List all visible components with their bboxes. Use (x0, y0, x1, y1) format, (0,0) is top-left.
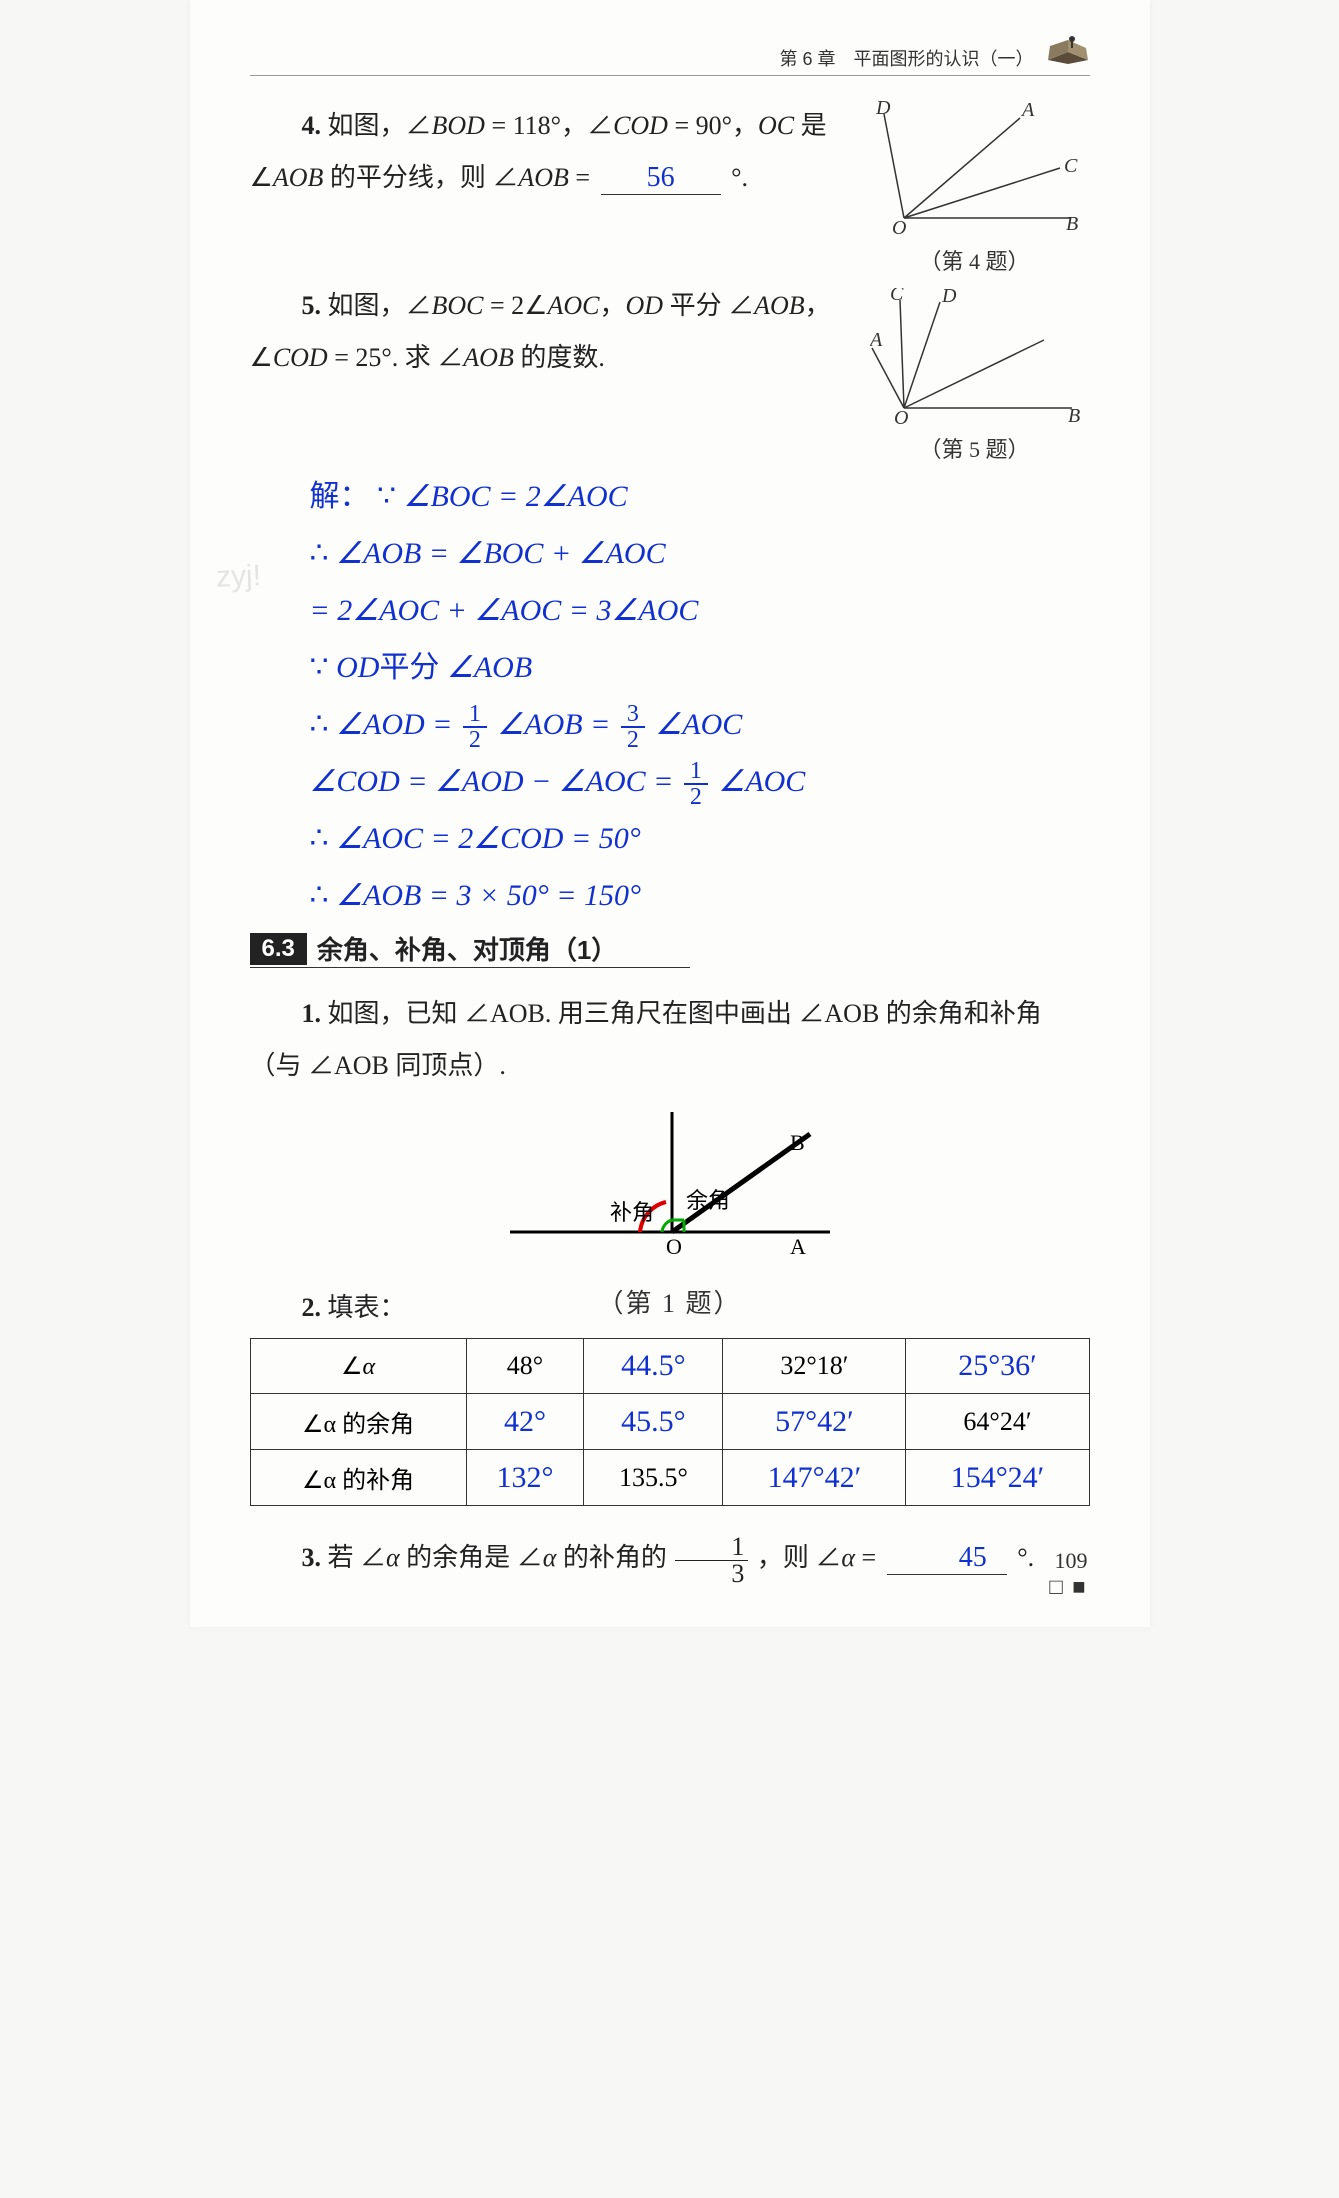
page-header: 第 6 章 平面图形的认识（一） (250, 30, 1090, 76)
svg-text:B: B (1066, 213, 1078, 235)
svg-text:补角: 补角 (610, 1200, 654, 1225)
q1-number: 1. (302, 999, 322, 1028)
table-row-supplement: ∠α 的补角 132° 135.5° 147°42′ 154°24′ (250, 1450, 1089, 1506)
svg-text:O: O (666, 1234, 682, 1259)
section-title: 余角、补角、对顶角（1） (317, 930, 617, 967)
table-row-complement: ∠α 的余角 42° 45.5° 57°42′ 64°24′ (250, 1394, 1089, 1450)
table-row-header: ∠α 48° 44.5° 32°18′ 25°36′ (250, 1339, 1089, 1394)
page-number-block: 109 □ ■ (1049, 1548, 1087, 1601)
svg-text:B: B (790, 1130, 805, 1155)
angle-table: ∠α 48° 44.5° 32°18′ 25°36′ ∠α 的余角 42° 45… (250, 1338, 1090, 1506)
svg-text:C: C (890, 288, 904, 305)
figure-1: 补角 余角 B A O (250, 1102, 1090, 1277)
chapter-label: 第 6 章 (779, 45, 835, 71)
svg-text:A: A (790, 1234, 806, 1259)
page-number: 109 (1049, 1548, 1087, 1574)
q2-text: 填表： (328, 1293, 406, 1322)
q4-number: 4. (302, 111, 322, 140)
svg-text:D: D (875, 100, 891, 119)
question-3: 3. 若 ∠α 的余角是 ∠α 的补角的 13 ，则 ∠α = 45 °. (250, 1532, 1090, 1587)
q5-number: 5. (302, 291, 322, 320)
page: 第 6 章 平面图形的认识（一） D A C (190, 0, 1150, 1627)
section-tag: 6.3 (250, 933, 307, 965)
svg-text:O: O (894, 407, 908, 428)
chapter-title: 平面图形的认识（一） (854, 45, 1034, 71)
svg-text:D: D (941, 288, 957, 307)
q2-number: 2. (302, 1293, 322, 1322)
q1-text: 如图，已知 ∠AOB. 用三角尺在图中画出 ∠AOB 的余角和补角（与 ∠AOB… (250, 999, 1042, 1080)
figure-5-caption: （第 5 题） (860, 432, 1090, 464)
question-1: 1. 如图，已知 ∠AOB. 用三角尺在图中画出 ∠AOB 的余角和补角（与 ∠… (250, 988, 1090, 1092)
figure-4-caption: （第 4 题） (860, 244, 1090, 276)
svg-text:B: B (1068, 405, 1080, 427)
svg-text:C: C (1064, 155, 1078, 177)
page-boxes: □ ■ (1049, 1574, 1087, 1600)
svg-text:A: A (870, 329, 883, 351)
q3-answer: 45 (959, 1542, 987, 1573)
q3-number: 3. (302, 1543, 322, 1572)
figure-4: D A C B O （第 4 题） (860, 100, 1090, 276)
svg-text:O: O (892, 217, 906, 239)
svg-text:A: A (1020, 100, 1035, 121)
q4-answer: 56 (647, 162, 675, 193)
book-icon (1044, 30, 1090, 71)
watermark: zyj! (215, 559, 261, 595)
figure-5: C D A B O （第 5 题） (860, 288, 1090, 464)
svg-text:余角: 余角 (686, 1188, 730, 1213)
section-6-3-heading: 6.3 余角、补角、对顶角（1） (250, 930, 690, 968)
q5-solution: 解： ∵ ∠BOC = 2∠AOC ∴ ∠AOB = ∠BOC + ∠AOC =… (310, 468, 1090, 924)
